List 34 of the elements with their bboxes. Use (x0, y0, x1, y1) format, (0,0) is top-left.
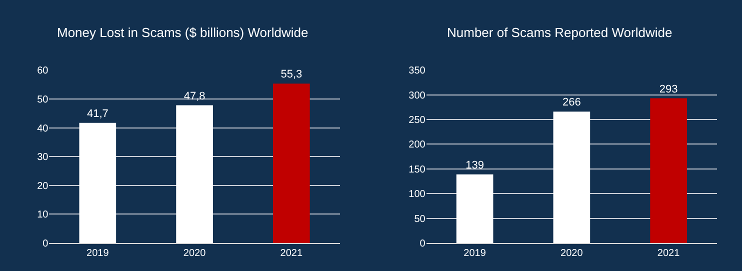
y-tick-label: 40 (37, 123, 49, 134)
x-tick-label: 2021 (657, 248, 680, 259)
bar (553, 112, 590, 243)
y-tick-label: 0 (420, 238, 426, 250)
data-label: 266 (562, 96, 581, 109)
y-tick-label: 350 (408, 66, 426, 77)
y-tick-label: 0 (42, 238, 49, 250)
bar (176, 105, 213, 243)
chart-title: Number of Scams Reported Worldwide (447, 25, 672, 40)
data-label: 41,7 (86, 108, 108, 120)
bar (273, 84, 310, 243)
data-label: 55,3 (280, 68, 302, 81)
y-tick-label: 50 (37, 94, 49, 106)
y-tick-label: 60 (37, 66, 49, 77)
data-label: 139 (466, 159, 484, 172)
x-tick-label: 2020 (183, 248, 206, 259)
y-tick-label: 200 (408, 140, 426, 151)
y-tick-label: 50 (414, 214, 426, 225)
bar (79, 122, 116, 243)
bar (650, 98, 687, 243)
y-tick-label: 150 (408, 164, 426, 176)
y-tick-label: 10 (37, 210, 49, 221)
data-label: 293 (659, 83, 678, 96)
bar (456, 174, 494, 243)
y-tick-label: 20 (37, 180, 49, 192)
y-tick-label: 100 (408, 189, 426, 200)
y-tick-label: 250 (408, 115, 426, 126)
x-tick-label: 2019 (86, 248, 110, 259)
y-tick-label: 30 (37, 152, 49, 164)
x-tick-label: 2020 (560, 248, 584, 259)
x-tick-label: 2021 (280, 248, 303, 259)
y-tick-label: 300 (408, 90, 426, 102)
chart-title: Money Lost in Scams ($ billions) Worldwide (57, 25, 308, 40)
x-tick-label: 2019 (464, 248, 486, 259)
